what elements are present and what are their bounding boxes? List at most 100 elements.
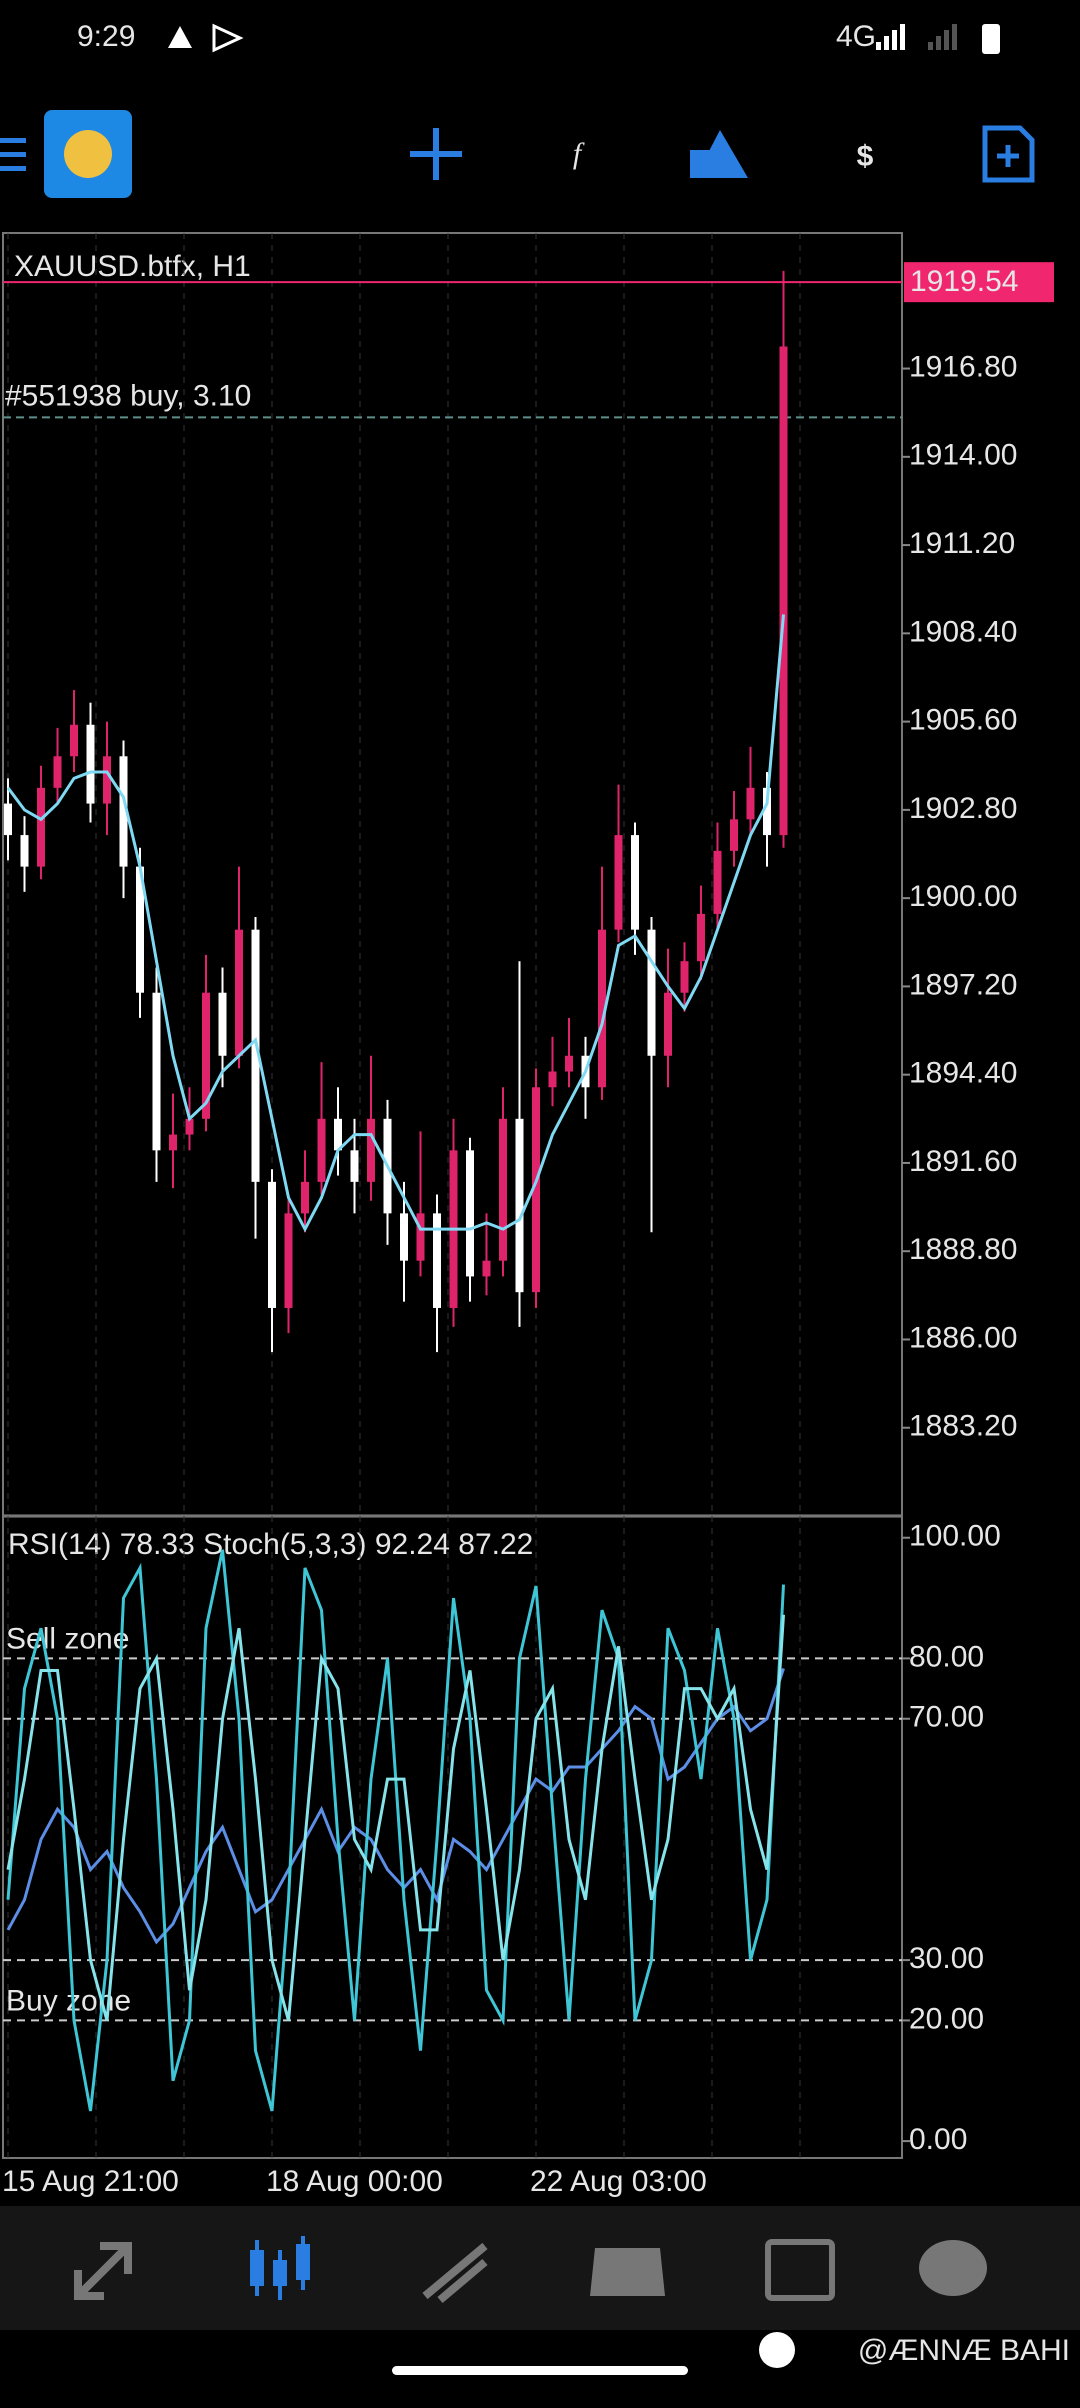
y-tick-label: 1900.00 [909, 880, 1017, 913]
candle-body [565, 1055, 573, 1072]
candle-body [4, 803, 12, 836]
candle-body [301, 1181, 309, 1214]
candle-body [185, 1118, 194, 1135]
candle-body [235, 929, 243, 1056]
candle-body [218, 992, 227, 1056]
candle-body [779, 346, 788, 836]
objects-button[interactable] [690, 130, 748, 178]
candle-body [515, 1118, 524, 1293]
candle-body [730, 819, 738, 851]
x-tick-label: 22 Aug 03:00 [530, 2165, 707, 2198]
current-price-label: 1919.54 [910, 265, 1018, 298]
candle-body [251, 929, 260, 1182]
candle-body [169, 1134, 177, 1151]
candle-body [614, 835, 623, 930]
candle-body [350, 1150, 359, 1182]
candle-body [317, 1118, 326, 1182]
y-tick-label: 20.00 [909, 2002, 984, 2035]
candle-body [647, 929, 656, 1056]
candle-body [548, 1071, 557, 1088]
y-tick-label: 1914.00 [909, 439, 1017, 472]
y-tick-label: 100.00 [909, 1520, 1001, 1553]
new-order-plus [997, 145, 1019, 167]
chat-tab[interactable] [919, 2240, 987, 2296]
y-tick-label: 1891.60 [909, 1145, 1017, 1178]
status-time: 9:29 [77, 20, 135, 53]
candle-body [367, 1118, 375, 1182]
new-order-button[interactable] [982, 125, 1035, 183]
y-tick-label: 1883.20 [909, 1410, 1017, 1443]
candle-body [697, 913, 705, 962]
candle-body [103, 756, 111, 804]
candle-body [680, 961, 689, 993]
level-label: Buy zone [6, 1984, 131, 2017]
indicator-title: RSI(14) 78.33 Stoch(5,3,3) 92.24 87.22 [8, 1528, 533, 1561]
candle-body [598, 929, 606, 1088]
history-tab[interactable] [590, 2248, 665, 2296]
candle-body [334, 1118, 342, 1151]
candle-body [482, 1260, 491, 1277]
y-tick-label: 30.00 [909, 1942, 984, 1975]
candle-body [400, 1213, 408, 1261]
facebook-icon [759, 2332, 795, 2368]
battery-icon [982, 24, 1000, 54]
signal-icon-2 [928, 24, 957, 50]
bottom-nav [0, 2206, 1080, 2330]
candle-body [70, 724, 78, 757]
x-tick-label: 15 Aug 21:00 [2, 2165, 179, 2198]
y-tick-label: 1894.40 [909, 1057, 1017, 1090]
candle-body [466, 1150, 474, 1277]
candle-body [37, 787, 45, 867]
candle-body [20, 835, 29, 867]
candle-body [532, 1087, 540, 1293]
menu-button[interactable] [0, 138, 26, 171]
candle-body [713, 850, 722, 914]
candle-body [664, 992, 672, 1056]
y-tick-label: 1902.80 [909, 792, 1017, 825]
indicator-line [6, 1614, 785, 2021]
moving-average [6, 614, 785, 1233]
candle-body [202, 992, 210, 1119]
watermark: @ÆNNÆ BAHI [858, 2334, 1070, 2367]
y-tick-label: 1911.20 [909, 527, 1015, 560]
indicator-frame [2, 1515, 903, 2159]
candle-body [433, 1213, 441, 1308]
y-tick-label: 1908.40 [909, 615, 1017, 648]
x-tick-label: 18 Aug 00:00 [266, 2165, 443, 2198]
status-network: 4G [836, 20, 876, 53]
candle-body [746, 787, 755, 820]
indicator-line [6, 1668, 785, 1945]
candle-body [763, 787, 771, 836]
chart-tab[interactable] [250, 2236, 310, 2300]
current-price-box [904, 262, 1054, 303]
candle-body [136, 866, 144, 993]
quotes-tab[interactable] [74, 2242, 132, 2300]
candle-body [284, 1213, 293, 1308]
candle-body [53, 756, 62, 788]
signal-icon [876, 24, 905, 50]
candle-body [119, 756, 128, 867]
alert-icon [168, 26, 192, 48]
candle-body [416, 1213, 425, 1261]
y-tick-label: 1886.00 [909, 1321, 1017, 1354]
crosshair-button[interactable] [410, 128, 462, 180]
y-tick-label: 1897.20 [909, 968, 1017, 1001]
news-tab[interactable] [765, 2239, 835, 2301]
trade-button[interactable]: $ [857, 140, 874, 173]
candle-body [268, 1181, 276, 1308]
candle-body [86, 724, 95, 804]
candle-body [499, 1118, 507, 1261]
app-icon-logo [64, 130, 112, 178]
y-tick-label: 1916.80 [909, 350, 1017, 383]
y-tick-label: 80.00 [909, 1640, 984, 1673]
play-icon [212, 23, 244, 53]
candle-body [152, 992, 161, 1151]
trade-tab[interactable] [422, 2242, 488, 2304]
y-tick-label: 70.00 [909, 1701, 984, 1734]
home-indicator [392, 2366, 688, 2375]
order-label: #551938 buy, 3.10 [5, 379, 251, 412]
y-tick-label: 1888.80 [909, 1233, 1017, 1266]
y-tick-label: 1905.60 [909, 704, 1017, 737]
